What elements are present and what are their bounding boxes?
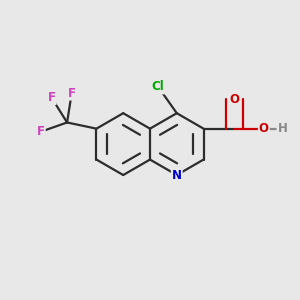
Text: F: F [37, 125, 45, 138]
Text: O: O [259, 122, 269, 135]
Text: F: F [48, 91, 56, 104]
Text: H: H [278, 122, 287, 135]
Text: O: O [230, 93, 239, 106]
Text: F: F [68, 87, 76, 100]
Text: N: N [172, 169, 182, 182]
Text: Cl: Cl [152, 80, 165, 93]
